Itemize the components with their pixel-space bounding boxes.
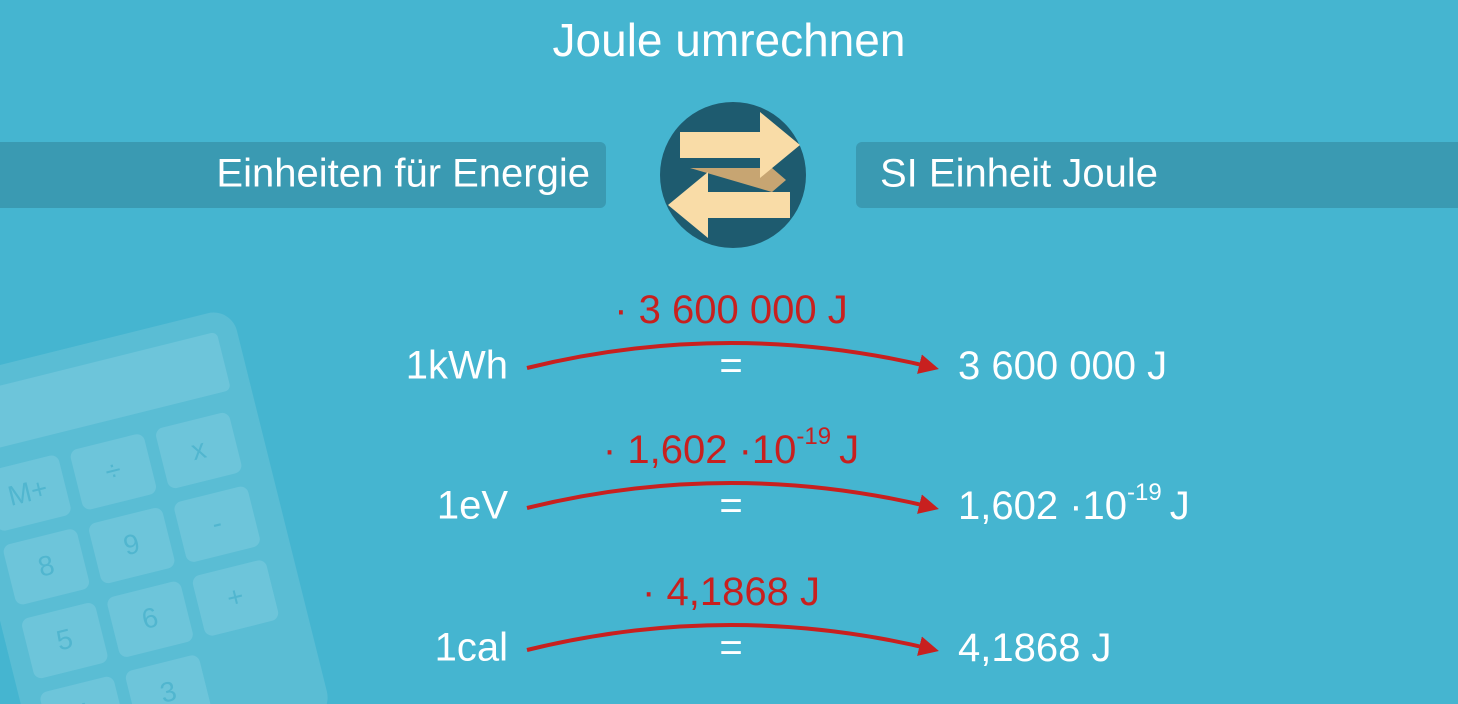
calc-key <box>0 455 71 531</box>
factor-text: · 3 600 000 J <box>614 288 848 332</box>
calc-key <box>125 655 212 704</box>
result-text: 1,602 ·10 <box>958 484 1127 528</box>
factor-text: · 1,602 ·10 <box>603 428 796 472</box>
calculator: M+÷x89-56+43 <box>0 312 328 704</box>
from-unit: 1kWh <box>406 344 508 388</box>
result-text: 4,1868 J <box>958 626 1111 670</box>
conversion-arrow <box>526 623 939 656</box>
result: 3 600 000 J <box>958 344 1167 388</box>
calc-key-label: 4 <box>72 696 95 704</box>
result-text: 3 600 000 J <box>958 344 1167 388</box>
calc-key-label: 6 <box>139 601 162 635</box>
calc-key-label: 9 <box>120 528 143 562</box>
calc-key <box>22 602 108 679</box>
from-unit: 1cal <box>435 626 508 670</box>
calc-key <box>192 560 279 636</box>
calc-key <box>40 676 126 704</box>
left-band <box>0 142 606 208</box>
factor-text: · 4,1868 J <box>642 570 820 614</box>
title: Joule umrechnen <box>553 14 906 66</box>
result: 1,602 ·10-19 J <box>958 479 1190 527</box>
result-exponent: -19 <box>1127 479 1162 506</box>
right-label: SI Einheit Joule <box>880 152 1158 196</box>
calc-key-label: + <box>224 580 247 614</box>
convert-icon <box>660 102 806 248</box>
right-band <box>856 142 1458 208</box>
factor: · 1,602 ·10-19 J <box>603 423 859 471</box>
calc-key-label: 8 <box>35 549 58 583</box>
calc-key <box>156 412 242 489</box>
equals: = <box>719 626 742 670</box>
conversion-arrow <box>526 341 939 374</box>
calc-key <box>89 507 175 584</box>
factor-unit: J <box>839 428 859 472</box>
factor-exponent: -19 <box>796 423 831 450</box>
equals: = <box>719 484 742 528</box>
calc-key-label: 5 <box>53 623 76 657</box>
result-unit: J <box>1170 484 1190 528</box>
conversion-arrow <box>526 481 939 514</box>
factor: · 3 600 000 J <box>614 288 848 332</box>
calc-key <box>107 581 193 657</box>
factor: · 4,1868 J <box>642 570 820 614</box>
calc-key <box>70 434 157 510</box>
result: 4,1868 J <box>958 626 1111 670</box>
left-label: Einheiten für Energie <box>216 152 590 196</box>
equals: = <box>719 344 742 388</box>
from-unit: 1eV <box>437 484 508 528</box>
calc-key-label: ÷ <box>102 454 124 488</box>
calc-key <box>174 486 260 562</box>
calc-key <box>3 529 90 605</box>
